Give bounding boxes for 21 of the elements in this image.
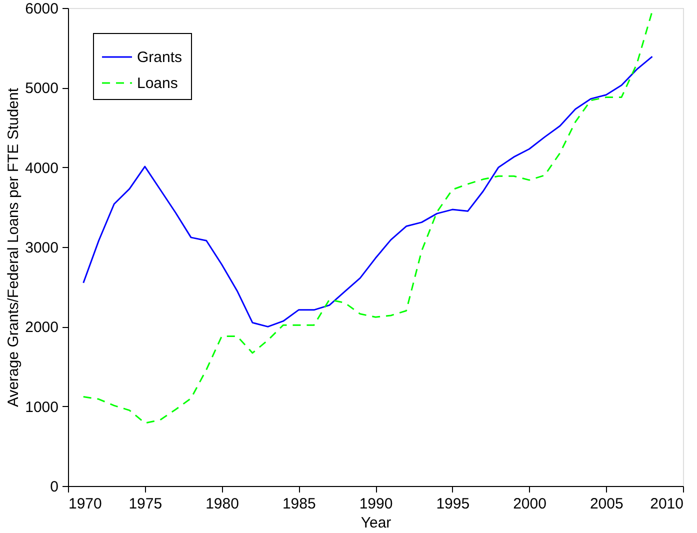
y-tick-label: 5000 — [25, 80, 58, 98]
legend-label: Loans — [137, 75, 178, 92]
x-tick-label: 1990 — [359, 496, 393, 512]
x-tick-label: 1985 — [282, 496, 316, 512]
y-tick-label: 1000 — [25, 398, 58, 416]
x-axis-title: Year — [360, 514, 392, 532]
x-tick-label: 2010 — [650, 496, 684, 512]
x-tick-label: 1995 — [436, 496, 470, 512]
y-tick-label: 6000 — [25, 0, 58, 18]
x-tick-label: 2005 — [590, 496, 624, 512]
line-series — [82, 10, 653, 424]
y-axis-title: Average Grants/Federal Loans per FTE Student — [5, 87, 22, 408]
y-tick-label: 3000 — [25, 240, 58, 256]
x-tick-label: 1980 — [206, 496, 239, 512]
x-tick-label: 1970 — [68, 496, 102, 512]
y-tick-label: 2000 — [25, 319, 58, 336]
legend-label: Grants — [137, 49, 182, 66]
x-tick-label: 1975 — [128, 496, 162, 512]
x-tick-label: 2000 — [513, 496, 546, 512]
y-tick-label: 4000 — [25, 160, 58, 177]
y-tick-label: 0 — [50, 478, 58, 496]
